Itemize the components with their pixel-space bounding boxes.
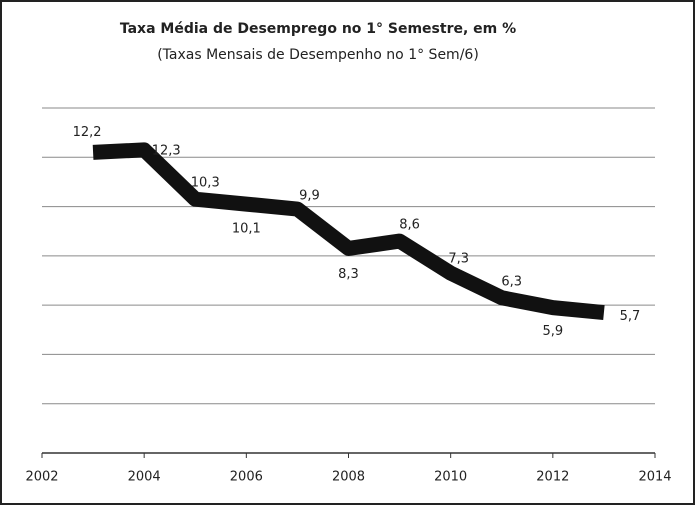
x-tick-label: 2004 xyxy=(128,470,161,485)
data-label: 10,3 xyxy=(191,176,220,191)
data-label: 8,3 xyxy=(338,267,359,282)
data-label: 10,1 xyxy=(232,222,261,237)
data-line xyxy=(92,142,605,321)
chart-subtitle: (Taxas Mensais de Desempenho no 1° Sem/6… xyxy=(157,47,479,63)
data-label: 6,3 xyxy=(501,274,522,289)
x-tick-label: 2008 xyxy=(332,470,365,485)
data-label: 8,6 xyxy=(399,218,420,233)
x-tick-label: 2002 xyxy=(25,470,58,485)
x-tick-label: 2014 xyxy=(638,470,671,485)
x-tick-label: 2012 xyxy=(536,470,569,485)
chart-title: Taxa Média de Desemprego no 1° Semestre,… xyxy=(120,21,516,37)
data-label: 5,9 xyxy=(542,324,563,339)
data-label: 12,3 xyxy=(152,143,181,158)
x-tick-label: 2010 xyxy=(434,470,467,485)
data-label: 12,2 xyxy=(73,125,102,140)
x-tick-label: 2006 xyxy=(230,470,263,485)
data-label: 5,7 xyxy=(620,309,641,324)
data-label: 9,9 xyxy=(299,189,320,204)
data-label: 7,3 xyxy=(448,252,469,267)
